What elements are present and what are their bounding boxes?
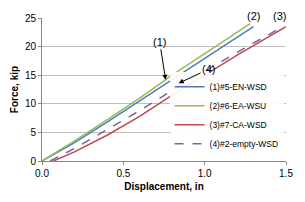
svg-text:(4): (4)	[202, 63, 215, 75]
svg-text:(3)#7-CA-WSD: (3)#7-CA-WSD	[210, 120, 267, 130]
svg-text:0: 0	[30, 156, 36, 167]
svg-text:(1): (1)	[153, 36, 166, 48]
svg-text:(1)#5-EN-WSD: (1)#5-EN-WSD	[210, 82, 267, 92]
svg-text:25: 25	[25, 13, 37, 24]
svg-text:1.0: 1.0	[198, 168, 212, 179]
svg-text:Displacement, in: Displacement, in	[124, 181, 203, 192]
svg-text:(2)#6-EA-WSU: (2)#6-EA-WSU	[210, 101, 267, 111]
svg-text:10: 10	[25, 98, 37, 109]
svg-text:Force, kip: Force, kip	[9, 66, 20, 113]
svg-text:(2): (2)	[247, 10, 260, 22]
svg-text:0.5: 0.5	[116, 168, 130, 179]
svg-text:(4)#2-empty-WSD: (4)#2-empty-WSD	[210, 139, 278, 149]
svg-text:15: 15	[25, 70, 37, 81]
svg-text:0.0: 0.0	[35, 168, 49, 179]
svg-text:20: 20	[25, 41, 37, 52]
svg-text:1.5: 1.5	[279, 168, 293, 179]
svg-text:5: 5	[30, 127, 36, 138]
svg-text:(3): (3)	[273, 10, 286, 22]
